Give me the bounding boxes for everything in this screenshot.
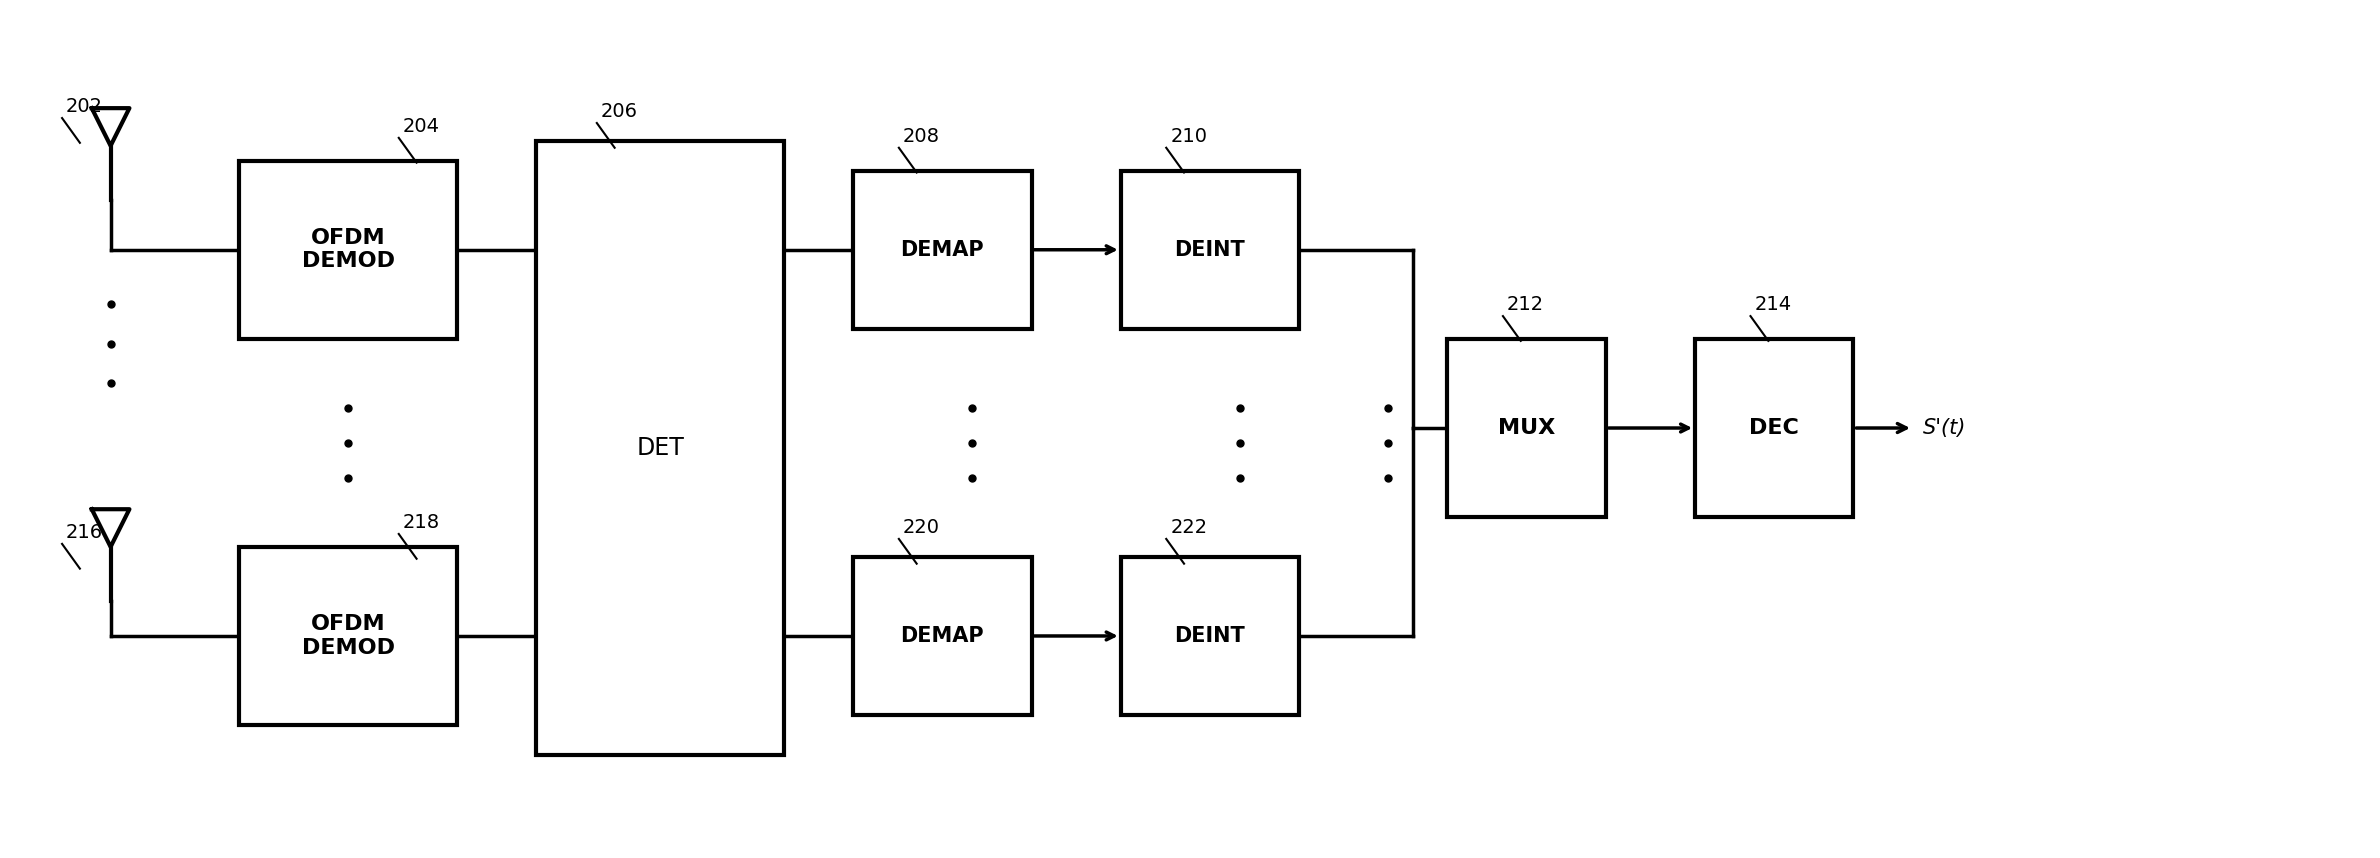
Text: 222: 222 bbox=[1171, 518, 1207, 537]
Text: 220: 220 bbox=[902, 518, 940, 537]
Text: 216: 216 bbox=[67, 523, 102, 542]
Text: 212: 212 bbox=[1507, 295, 1545, 314]
Text: MUX: MUX bbox=[1497, 418, 1554, 438]
Bar bbox=[1447, 339, 1606, 517]
Text: 218: 218 bbox=[402, 513, 440, 532]
Text: DET: DET bbox=[635, 436, 683, 460]
Text: DEINT: DEINT bbox=[1173, 626, 1245, 646]
Text: 214: 214 bbox=[1754, 295, 1792, 314]
Bar bbox=[240, 547, 457, 725]
Bar bbox=[1695, 339, 1854, 517]
Bar bbox=[1121, 171, 1299, 329]
Text: 210: 210 bbox=[1171, 127, 1207, 146]
Bar bbox=[854, 557, 1031, 716]
Text: DEMAP: DEMAP bbox=[900, 239, 985, 260]
Bar bbox=[536, 141, 783, 755]
Text: DEINT: DEINT bbox=[1173, 239, 1245, 260]
Text: 202: 202 bbox=[67, 97, 102, 116]
Text: DEC: DEC bbox=[1749, 418, 1799, 438]
Text: OFDM
DEMOD: OFDM DEMOD bbox=[302, 614, 395, 657]
Bar bbox=[854, 171, 1031, 329]
Bar bbox=[1121, 557, 1299, 716]
Text: OFDM
DEMOD: OFDM DEMOD bbox=[302, 228, 395, 271]
Text: 204: 204 bbox=[402, 117, 440, 136]
Text: 206: 206 bbox=[600, 102, 638, 121]
Text: 208: 208 bbox=[902, 127, 940, 146]
Text: S'(t): S'(t) bbox=[1923, 418, 1966, 438]
Text: DEMAP: DEMAP bbox=[900, 626, 985, 646]
Bar bbox=[240, 160, 457, 339]
